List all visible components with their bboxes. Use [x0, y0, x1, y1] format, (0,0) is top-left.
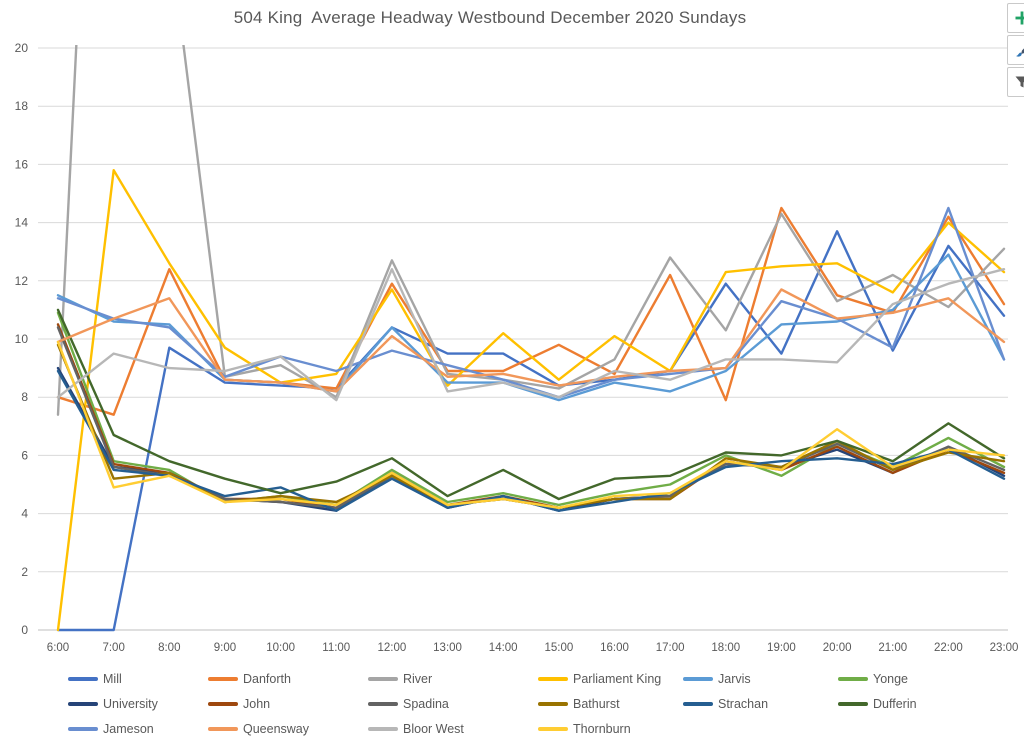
x-tick-label: 7:00 [102, 642, 124, 654]
legend-label: University [103, 697, 158, 711]
legend-swatch [68, 727, 98, 731]
x-tick-label: 17:00 [656, 642, 685, 654]
legend-item-bloor-west[interactable]: Bloor West [368, 721, 464, 737]
x-tick-label: 13:00 [433, 642, 462, 654]
legend-item-strachan[interactable]: Strachan [683, 696, 768, 712]
legend-swatch [68, 702, 98, 706]
legend-swatch [538, 727, 568, 731]
legend-label: Thornburn [573, 722, 631, 736]
legend-swatch [208, 727, 238, 731]
legend-item-danforth[interactable]: Danforth [208, 671, 291, 687]
x-axis-tick-labels: 6:00 7:00 8:00 9:00 10:00 11:00 12:00 13:00 14:0… [47, 642, 1019, 654]
legend-label: Spadina [403, 697, 449, 711]
series-line-mill [56, 230, 1006, 632]
legend-label: Jameson [103, 722, 154, 736]
legend-item-dufferin[interactable]: Dufferin [838, 696, 917, 712]
legend-item-john[interactable]: John [208, 696, 270, 712]
y-tick-label: 10 [15, 332, 29, 346]
x-tick-label: 6:00 [47, 642, 69, 654]
x-tick-label: 14:00 [489, 642, 518, 654]
y-tick-label: 2 [21, 565, 28, 579]
x-tick-label: 8:00 [158, 642, 180, 654]
chart-styles-button[interactable] [1007, 35, 1024, 65]
legend-swatch [838, 677, 868, 681]
series-line-dufferin [56, 308, 1006, 501]
y-tick-label: 16 [15, 157, 29, 171]
series-line-river [56, 45, 1006, 416]
y-tick-label: 20 [15, 41, 29, 55]
y-tick-label: 12 [15, 274, 29, 288]
x-tick-label: 12:00 [378, 642, 407, 654]
legend-label: John [243, 697, 271, 711]
series-line-queensway [56, 288, 1006, 393]
x-tick-label: 18:00 [711, 642, 740, 654]
legend-label: Bathurst [573, 697, 620, 711]
legend-item-jameson[interactable]: Jameson [68, 721, 154, 737]
legend-item-thornburn[interactable]: Thornburn [538, 721, 631, 737]
legend-label: Strachan [718, 697, 769, 711]
x-tick-label: 10:00 [266, 642, 295, 654]
chart-elements-button[interactable] [1007, 3, 1024, 33]
legend-swatch [208, 677, 238, 681]
legend-item-spadina[interactable]: Spadina [368, 696, 449, 712]
legend-item-river[interactable]: River [368, 671, 432, 687]
plus-icon [1015, 11, 1024, 25]
legend-label: Yonge [873, 672, 908, 686]
series-line-john [56, 323, 1006, 509]
x-tick-label: 11:00 [322, 642, 350, 654]
legend-swatch [683, 702, 713, 706]
legend-label: Parliament King [573, 672, 662, 686]
series-line-jameson [56, 206, 1006, 399]
y-tick-label: 14 [15, 216, 29, 230]
legend-swatch [208, 702, 238, 706]
legend-label: Dufferin [873, 697, 917, 711]
legend-label: Jarvis [718, 672, 751, 686]
legend-swatch [368, 727, 398, 731]
x-tick-label: 9:00 [214, 642, 236, 654]
brush-icon [1016, 48, 1024, 57]
series-line-parliament-king [56, 168, 1006, 632]
x-tick-label: 22:00 [934, 642, 963, 654]
line-chart-plot-area: 0 2 4 6 8 10 12 14 16 18 20 6:00 7:00 8:00 9:00 10:00 11… [15, 41, 1019, 654]
y-tick-label: 8 [21, 390, 28, 404]
legend-swatch [368, 702, 398, 706]
gridlines [38, 47, 1008, 631]
x-tick-label: 20:00 [823, 642, 852, 654]
legend-swatch [838, 702, 868, 706]
legend-label: Bloor West [403, 722, 464, 736]
legend-label: Danforth [243, 672, 291, 686]
legend-item-queensway[interactable]: Queensway [208, 721, 309, 737]
legend-swatch [538, 677, 568, 681]
y-tick-label: 0 [21, 623, 28, 637]
legend-swatch [538, 702, 568, 706]
legend-item-mill[interactable]: Mill [68, 671, 122, 687]
funnel-icon [1015, 76, 1024, 88]
legend-item-parliament-king[interactable]: Parliament King [538, 671, 661, 687]
legend-swatch [368, 677, 398, 681]
x-tick-label: 19:00 [767, 642, 796, 654]
legend-item-yonge[interactable]: Yonge [838, 671, 908, 687]
legend-swatch [683, 677, 713, 681]
x-tick-label: 15:00 [544, 642, 573, 654]
x-tick-label: 16:00 [600, 642, 629, 654]
series-line-thornburn [56, 340, 1006, 509]
y-tick-label: 6 [21, 448, 28, 462]
chart-title: 504 King Average Headway Westbound Decem… [233, 8, 747, 27]
legend-item-university[interactable]: University [68, 696, 158, 712]
x-tick-label: 21:00 [878, 642, 907, 654]
legend-item-bathurst[interactable]: Bathurst [538, 696, 620, 712]
legend-label: River [403, 672, 433, 686]
series-lines [56, 45, 1006, 632]
legend-label: Mill [103, 672, 122, 686]
y-tick-label: 4 [21, 507, 28, 521]
chart-filters-button[interactable] [1007, 67, 1024, 97]
legend-item-jarvis[interactable]: Jarvis [683, 671, 751, 687]
series-line-bloor-west [56, 268, 1006, 402]
x-tick-label: 23:00 [990, 642, 1019, 654]
y-tick-label: 18 [15, 99, 29, 113]
legend-swatch [68, 677, 98, 681]
y-axis-tick-labels: 0 2 4 6 8 10 12 14 16 18 20 [15, 41, 29, 637]
legend-label: Queensway [243, 722, 310, 736]
